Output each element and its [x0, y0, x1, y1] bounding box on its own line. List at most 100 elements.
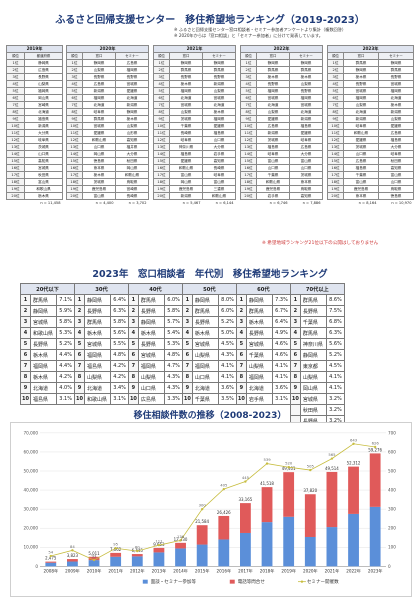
ranking-row: 8位 山梨県 栃木県	[153, 108, 237, 116]
seminar-pref-cell: 秋田県	[377, 157, 415, 165]
rank-cell: 3位	[240, 73, 257, 81]
ranking-table-2022: 2022年 順位 窓口 セミナー 1位 静岡県 静岡県 2位 群馬県 群馬県 3位 栃木県 栃木県 4…	[239, 45, 324, 206]
rank-cell: 15位	[327, 157, 344, 165]
counter-pref-cell: 熊本県	[82, 164, 116, 172]
counter-header: 窓口	[343, 52, 379, 60]
percent-cell: 4.1%	[325, 371, 345, 383]
counter-pref-cell: 愛媛県	[169, 157, 203, 165]
x-tick-label: 2013年	[152, 567, 167, 573]
rank-cell: 20位	[66, 192, 83, 200]
year-header: 2022年	[239, 45, 324, 53]
seminar-pref-cell: 宮城県	[288, 101, 324, 109]
rank-cell: 14位	[327, 150, 344, 158]
bar-seminar-participants	[196, 544, 208, 567]
rank-cell: 3	[127, 316, 139, 328]
counter-pref-cell: 静岡県	[169, 59, 203, 67]
counter-pref-cell: 岩手県	[256, 192, 290, 200]
counter-pref-cell: 福岡県	[343, 94, 379, 102]
rank-cell: 5	[127, 338, 139, 350]
ranking-row: 18位 茨城県 鳥取県	[66, 178, 150, 186]
seminar-pref-cell: 富山県	[377, 171, 415, 179]
seminar-pref-cell: 大分県	[201, 143, 237, 151]
counter-pref-cell: 茨城県	[343, 143, 379, 151]
y2-tick-label: 500	[388, 468, 396, 473]
seminar-header: セミナー	[377, 52, 415, 60]
seminar-count-label: 136	[177, 535, 185, 539]
counter-pref-cell: 北海道	[343, 108, 379, 116]
pref-cell: 岡山県	[299, 382, 327, 394]
bar-seminar-participants	[45, 562, 57, 567]
counter-pref-cell: 愛媛県	[343, 136, 379, 144]
percent-cell: 4.4%	[55, 360, 75, 372]
rank-cell: 14位	[6, 150, 25, 158]
pref-cell: 山梨県	[245, 360, 273, 372]
counter-pref-cell: 北海道	[169, 94, 203, 102]
counter-pref-cell: 新潟県	[82, 87, 116, 95]
rank-cell: 13位	[327, 143, 344, 151]
counter-pref-cell: 山梨県	[82, 66, 116, 74]
percent-cell: 4.6%	[271, 338, 291, 350]
pref-cell: 栃木県	[24, 192, 63, 200]
seminar-header: セミナー	[114, 52, 150, 60]
counter-pref-cell: 山梨県	[256, 108, 290, 116]
bar-seminar-participants	[369, 506, 381, 567]
percent-cell: 3.3%	[163, 393, 183, 405]
ranking-table-2023: 2023年 順位 窓口 セミナー 1位 群馬県 静岡県 2位 静岡県 群馬県 3位 栃木県 長野県 4…	[326, 45, 415, 206]
rank-cell: 6	[181, 349, 193, 361]
ranking-row: 19位 鹿児島県 鳥取県	[240, 185, 324, 193]
rank-cell: 1位	[153, 59, 170, 67]
counter-pref-cell: 愛媛県	[256, 115, 290, 123]
seminar-pref-cell: 新潟県	[377, 108, 415, 116]
rank-cell: 15位	[66, 157, 83, 165]
ranking-row: 9位 茨城県 福岡県	[153, 115, 237, 123]
age-header-row: 20代以下 30代 40代 50代 60代 70代以上	[20, 283, 345, 295]
counter-pref-cell: 鹿児島県	[256, 185, 290, 193]
percent-cell: 6.8%	[325, 316, 345, 328]
x-tick-label: 2020年	[303, 567, 318, 573]
counter-pref-cell: 岡山県	[169, 178, 203, 186]
seminar-header: セミナー	[288, 52, 324, 60]
rank-cell: 2位	[66, 66, 83, 74]
rank-cell: 17位	[327, 171, 344, 179]
x-tick-label: 2022年	[346, 567, 361, 573]
ranking-row: 3位 長野県 長野県	[153, 73, 237, 81]
pref-cell: 静岡県	[299, 349, 327, 361]
y2-tick-label: 400	[388, 488, 396, 493]
counter-pref-cell: 広島県	[256, 122, 290, 130]
rank-cell: 2	[181, 305, 193, 317]
rank-cell: 3位	[327, 73, 344, 81]
rank-cell: 6位	[66, 94, 83, 102]
rank-cell: 13位	[240, 143, 257, 151]
pref-cell: 宮城県	[191, 338, 219, 350]
percent-cell: 6.0%	[217, 305, 237, 317]
rank-cell: 10	[181, 393, 193, 405]
rank-cell: 19位	[327, 185, 344, 193]
counter-pref-cell: 山梨県	[343, 101, 379, 109]
ranking-row: 3位 長野県	[6, 73, 63, 81]
rank-cell: 5	[181, 338, 193, 350]
seminar-pref-cell: 福岡県	[377, 87, 415, 95]
bar-phone-inquiries	[45, 561, 57, 563]
ranking-row: 15位 高知県	[6, 157, 63, 165]
pref-cell: 栃木県	[83, 327, 111, 339]
rank-cell: 7位	[153, 101, 170, 109]
ranking-row: 19位 鹿児島県 三重県	[153, 185, 237, 193]
pref-cell: 長野県	[29, 338, 57, 350]
ranking-row: 16位 和歌山県 長崎県	[153, 164, 237, 172]
rank-cell: 3	[289, 316, 301, 328]
age-ranking-row: 3 宮城県 5.8% 3 群馬県 5.8% 3 静岡県 5.7% 3 長野県 5.2% 3 栃木県 6.4%…	[20, 316, 345, 328]
rank-cell: 14位	[240, 150, 257, 158]
ranking-row: 1位 静岡県 広島県	[66, 59, 150, 67]
percent-cell: 4.7%	[163, 360, 183, 372]
percent-cell: 3.4%	[109, 382, 129, 394]
counter-pref-cell: 宮城県	[343, 87, 379, 95]
seminar-pref-cell: 長野県	[114, 73, 150, 81]
rank-cell: 2位	[6, 66, 25, 74]
ranking-row: 17位 千葉県 富山県	[327, 171, 415, 179]
ranking-row: 7位 北海道 新潟県	[66, 101, 150, 109]
seminar-pref-cell: 静岡県	[377, 59, 415, 67]
seminar-count-label: 505	[307, 465, 315, 469]
sample-size-seminar: n = 3,702	[128, 201, 147, 206]
ranking-row: 16位 宮城県	[6, 164, 63, 172]
rank-cell: 13位	[66, 143, 83, 151]
